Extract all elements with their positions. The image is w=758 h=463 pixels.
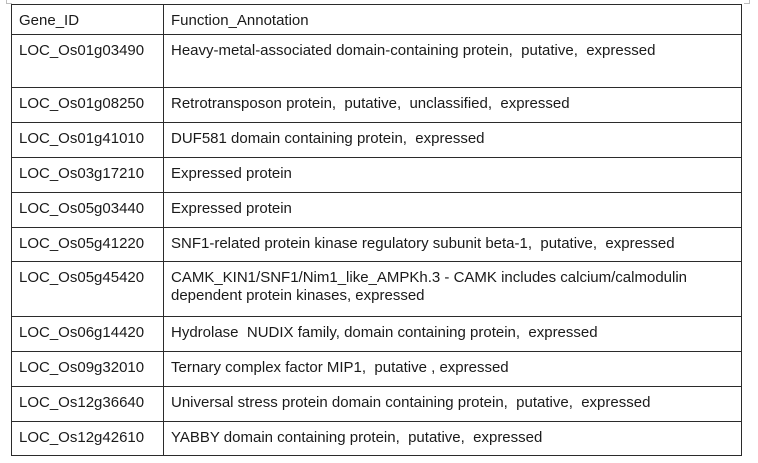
gene-annotation-table: Gene_ID Function_Annotation LOC_Os01g034… (11, 4, 742, 456)
gene-id-cell: LOC_Os05g45420 (11, 261, 164, 317)
table-row: LOC_Os01g41010 DUF581 domain containing … (11, 122, 742, 158)
annotation-cell: CAMK_KIN1/SNF1/Nim1_like_AMPKh.3 - CAMK … (163, 261, 742, 317)
table-row: LOC_Os12g42610 YABBY domain containing p… (11, 421, 742, 456)
table-row: LOC_Os05g03440 Expressed protein (11, 192, 742, 228)
annotation-cell: Expressed protein (163, 192, 742, 228)
table-header-row: Gene_ID Function_Annotation (11, 4, 742, 35)
header-gene-id: Gene_ID (11, 4, 164, 35)
table-row: LOC_Os05g41220 SNF1-related protein kina… (11, 227, 742, 262)
gene-id-cell: LOC_Os06g14420 (11, 316, 164, 352)
gene-id-cell: LOC_Os12g36640 (11, 386, 164, 422)
gene-id-cell: LOC_Os09g32010 (11, 351, 164, 387)
table-row: LOC_Os01g08250 Retrotransposon protein, … (11, 87, 742, 123)
gene-id-cell: LOC_Os12g42610 (11, 421, 164, 456)
table-row: LOC_Os03g17210 Expressed protein (11, 157, 742, 193)
annotation-cell: Expressed protein (163, 157, 742, 193)
gene-id-cell: LOC_Os03g17210 (11, 157, 164, 193)
gene-id-cell: LOC_Os01g41010 (11, 122, 164, 158)
table-row: LOC_Os09g32010 Ternary complex factor MI… (11, 351, 742, 387)
annotation-cell: Ternary complex factor MIP1, putative , … (163, 351, 742, 387)
page-corner-mark-left (6, 0, 12, 4)
gene-id-cell: LOC_Os01g03490 (11, 34, 164, 88)
annotation-cell: Retrotransposon protein, putative, uncla… (163, 87, 742, 123)
gene-id-cell: LOC_Os01g08250 (11, 87, 164, 123)
page-corner-mark-right (744, 0, 750, 4)
gene-id-cell: LOC_Os05g03440 (11, 192, 164, 228)
table-row: LOC_Os01g03490 Heavy-metal-associated do… (11, 34, 742, 88)
annotation-cell: YABBY domain containing protein, putativ… (163, 421, 742, 456)
annotation-cell: SNF1-related protein kinase regulatory s… (163, 227, 742, 262)
annotation-cell: Heavy-metal-associated domain-containing… (163, 34, 742, 88)
annotation-cell: Universal stress protein domain containi… (163, 386, 742, 422)
annotation-cell: Hydrolase NUDIX family, domain containin… (163, 316, 742, 352)
table-row: LOC_Os05g45420 CAMK_KIN1/SNF1/Nim1_like_… (11, 261, 742, 317)
header-function-annotation: Function_Annotation (163, 4, 742, 35)
gene-id-cell: LOC_Os05g41220 (11, 227, 164, 262)
annotation-cell: DUF581 domain containing protein, expres… (163, 122, 742, 158)
table-body: LOC_Os01g03490 Heavy-metal-associated do… (11, 34, 742, 456)
table-row: LOC_Os06g14420 Hydrolase NUDIX family, d… (11, 316, 742, 352)
table-row: LOC_Os12g36640 Universal stress protein … (11, 386, 742, 422)
